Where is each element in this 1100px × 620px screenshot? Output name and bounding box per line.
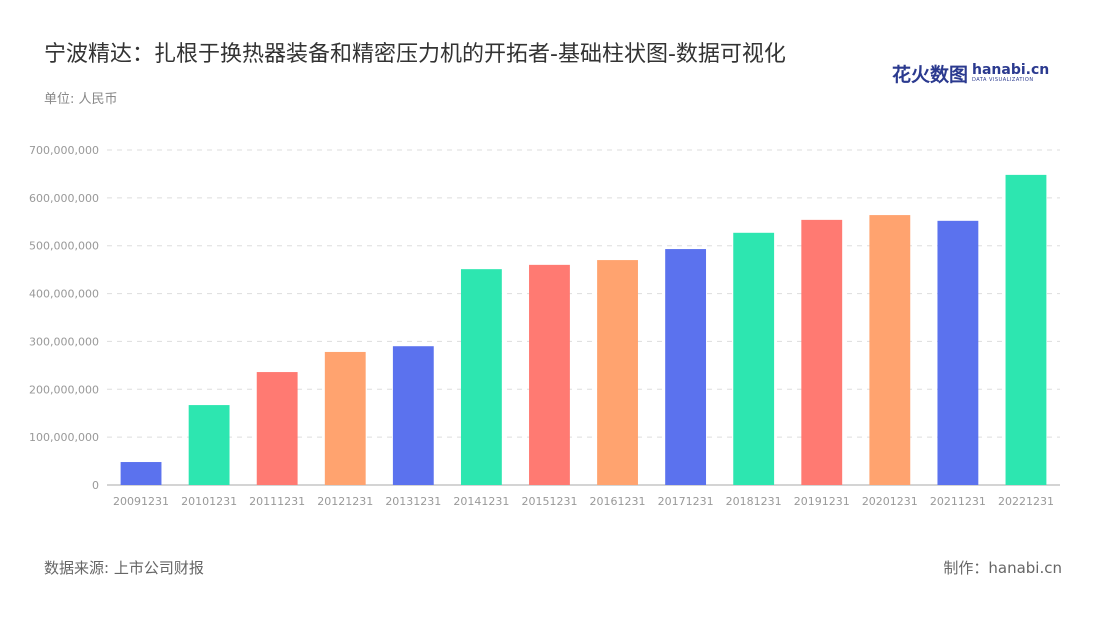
bar-20221231 — [1005, 174, 1047, 485]
bar-20121231 — [324, 351, 366, 485]
y-tick-label: 400,000,000 — [29, 288, 99, 301]
bar-20211231 — [937, 220, 979, 486]
x-tick-label: 20161231 — [590, 495, 646, 508]
x-tick-label: 20121231 — [317, 495, 373, 508]
bar-20141231 — [460, 269, 502, 485]
bar-20131231 — [392, 346, 434, 485]
x-tick-label: 20181231 — [726, 495, 782, 508]
y-tick-label: 700,000,000 — [29, 144, 99, 157]
y-tick-label: 600,000,000 — [29, 192, 99, 205]
x-tick-label: 20141231 — [453, 495, 509, 508]
logo-sub: DATA VISUALIZATION — [972, 77, 1034, 83]
x-tick-label: 20211231 — [930, 495, 986, 508]
bar-20191231 — [801, 219, 843, 485]
bar-20161231 — [597, 260, 638, 485]
x-tick-label: 20131231 — [385, 495, 441, 508]
y-tick-label: 300,000,000 — [29, 335, 99, 348]
y-tick-label: 200,000,000 — [29, 383, 99, 396]
maker-credit: 制作：hanabi.cn — [943, 559, 1062, 577]
logo-cn: 花火数图 — [892, 64, 969, 86]
x-tick-label: 20111231 — [249, 495, 305, 508]
logo-en: hanabi.cn — [972, 62, 1050, 78]
y-tick-label: 0 — [92, 479, 99, 492]
bar-20201231 — [869, 215, 911, 486]
bar-20181231 — [733, 232, 775, 485]
x-tick-label: 20091231 — [113, 495, 169, 508]
x-tick-label: 20221231 — [998, 495, 1054, 508]
bar-20111231 — [256, 372, 298, 485]
x-tick-label: 20201231 — [862, 495, 918, 508]
y-tick-label: 100,000,000 — [29, 431, 99, 444]
x-tick-label: 20101231 — [181, 495, 237, 508]
bar-20151231 — [529, 264, 570, 485]
logo: 花火数图 hanabi.cn DATA VISUALIZATION — [892, 60, 1049, 87]
y-tick-label: 500,000,000 — [29, 240, 99, 253]
x-tick-label: 20151231 — [521, 495, 577, 508]
unit-label: 单位: 人民币 — [44, 92, 118, 107]
x-tick-label: 20171231 — [658, 495, 714, 508]
data-source: 数据来源: 上市公司财报 — [44, 559, 204, 577]
x-tick-label: 20191231 — [794, 495, 850, 508]
chart-title: 宁波精达：扎根于换热器装备和精密压力机的开拓者-基础柱状图-数据可视化 — [44, 42, 786, 67]
bar-20101231 — [188, 405, 230, 485]
bar-20171231 — [665, 249, 707, 485]
bar-20091231 — [120, 462, 162, 485]
